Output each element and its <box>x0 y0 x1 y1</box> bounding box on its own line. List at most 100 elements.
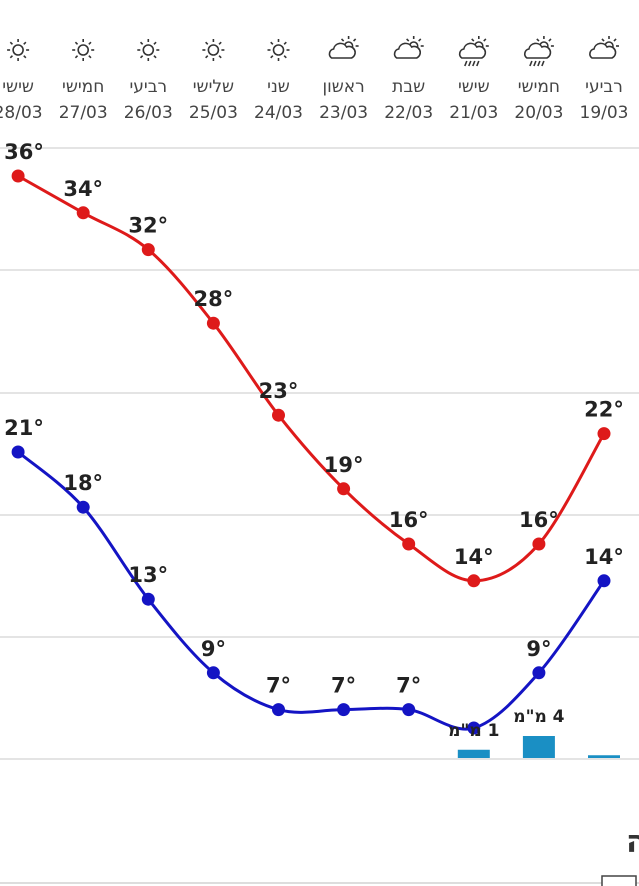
sun-ray <box>9 41 14 45</box>
day-name: שישי <box>458 77 490 97</box>
temp-point <box>467 574 481 588</box>
temp-label: 32° <box>128 214 168 238</box>
cloud <box>458 42 487 59</box>
sun-ray <box>205 41 209 45</box>
sun-core <box>207 44 220 56</box>
temp-label: 22° <box>584 398 624 422</box>
weather-icon <box>458 36 489 67</box>
temp-point <box>402 703 416 717</box>
rain-drop <box>476 60 480 67</box>
temp-label: 34° <box>63 177 103 201</box>
sun-ray <box>74 55 79 59</box>
sun-ray <box>406 38 410 42</box>
sun-ray <box>270 41 274 45</box>
rain-drop <box>529 60 533 67</box>
temp-label: 36° <box>4 140 44 164</box>
sun-ray <box>23 41 27 45</box>
temp-point <box>337 482 351 496</box>
temp-point <box>402 537 416 551</box>
date-label: 28/03 <box>0 103 43 123</box>
sun-ray <box>418 38 422 42</box>
temp-point <box>76 206 90 220</box>
temp-point <box>272 703 285 717</box>
sun-core <box>77 44 89 56</box>
temp-point <box>206 666 220 680</box>
temp-label: 14° <box>454 545 494 569</box>
temp-point <box>141 592 155 606</box>
sun-ray <box>139 41 144 45</box>
precip-bar <box>457 749 490 758</box>
rain-drop <box>472 60 476 67</box>
temp-point <box>76 500 90 514</box>
weather-icon <box>137 39 160 61</box>
sun-ray <box>153 41 157 45</box>
temp-point <box>11 169 25 183</box>
temp-label: 28° <box>194 287 234 311</box>
temp-point <box>532 537 546 551</box>
sun-ray <box>340 38 345 42</box>
weather-icon <box>267 39 290 61</box>
temp-line <box>17 174 606 583</box>
sun-ray <box>88 41 92 45</box>
temp-line <box>17 450 606 731</box>
temp-label: 19° <box>324 453 364 477</box>
sun-ray <box>9 55 14 59</box>
temp-point <box>532 666 546 680</box>
precip-bar <box>588 755 620 758</box>
day-name: שני <box>267 77 290 97</box>
sun-ray <box>283 55 287 59</box>
weather-icon <box>589 36 619 59</box>
sun-ray <box>270 55 274 59</box>
temp-label: 16° <box>389 508 429 532</box>
rain-drop <box>541 60 545 67</box>
sun-core <box>142 44 155 56</box>
temp-label: 18° <box>63 471 103 495</box>
sun-ray <box>283 41 287 45</box>
widget-box <box>601 875 637 886</box>
sun-ray <box>548 38 552 42</box>
sun-ray <box>218 55 222 59</box>
sun-ray <box>218 41 222 45</box>
date-label: 26/03 <box>124 103 173 123</box>
temp-label: 7° <box>266 674 291 698</box>
sun-ray <box>139 55 144 59</box>
sun-ray <box>153 55 157 59</box>
weather-icon <box>328 36 359 59</box>
temp-point <box>141 243 155 257</box>
weather-icon <box>524 36 554 67</box>
weather-icon <box>393 36 424 59</box>
day-name: חמישי <box>518 77 560 97</box>
day-name: ראשון <box>322 77 364 97</box>
temp-label: 13° <box>128 563 168 587</box>
rain-drop <box>537 60 541 67</box>
date-label: 20/03 <box>514 103 563 123</box>
sun-core <box>12 44 24 56</box>
precip-bar <box>522 736 555 758</box>
sun-ray <box>352 38 357 42</box>
rain-drop <box>464 60 468 67</box>
day-name: רביעי <box>129 77 167 97</box>
sun-ray <box>23 55 27 59</box>
weather-icon <box>72 39 95 61</box>
temp-point <box>11 445 25 459</box>
temp-label: 16° <box>519 508 559 532</box>
cloud <box>524 42 552 59</box>
cloud <box>328 42 356 59</box>
date-label: 19/03 <box>580 103 629 123</box>
temp-point <box>337 703 351 717</box>
temp-label: 21° <box>4 416 44 440</box>
sun-core <box>272 44 285 56</box>
sun-ray <box>536 38 540 42</box>
section-title: מזג אוויר שעתי בעפולה <box>626 824 639 860</box>
precip-label: 1 מ"מ <box>448 721 499 741</box>
rain-drop <box>533 60 537 67</box>
cloud <box>589 42 617 59</box>
date-label: 22/03 <box>384 103 433 123</box>
day-name: שלישי <box>193 77 234 97</box>
temp-point <box>467 721 481 735</box>
sun-ray <box>471 38 475 42</box>
temp-point <box>597 574 611 588</box>
date-label: 21/03 <box>449 103 498 123</box>
precip-label: 4 מ"מ <box>513 707 564 727</box>
temp-label: 7° <box>396 674 421 698</box>
